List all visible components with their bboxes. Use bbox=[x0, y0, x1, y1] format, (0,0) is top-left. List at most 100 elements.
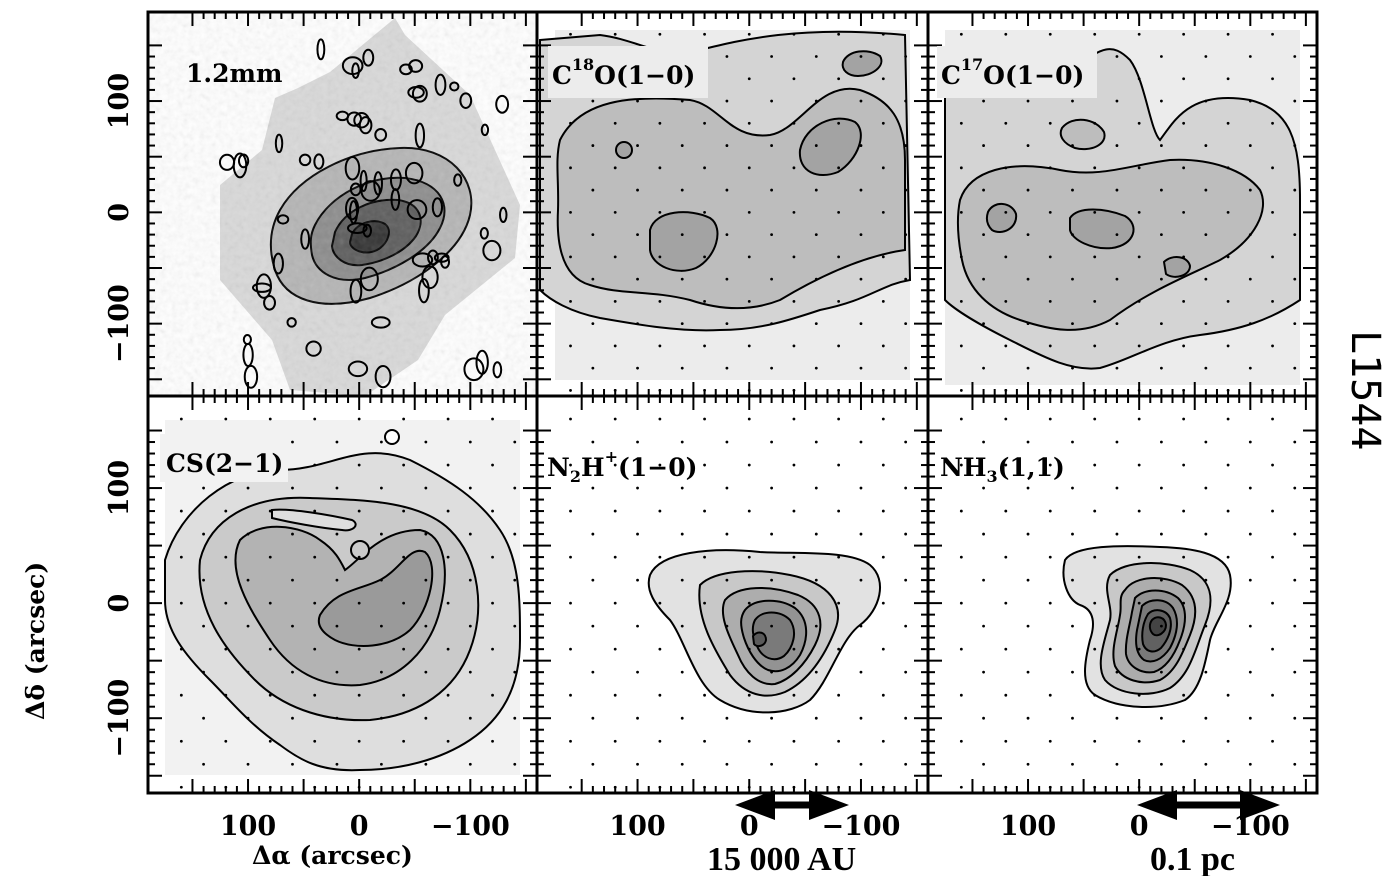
grid-dot bbox=[636, 578, 639, 582]
noise-contour bbox=[344, 155, 361, 181]
grid-dot bbox=[1293, 55, 1297, 58]
grid-dot bbox=[1004, 32, 1008, 36]
grid-dot bbox=[837, 77, 841, 81]
y-tick-label: 0 bbox=[104, 203, 135, 222]
grid-dot bbox=[591, 366, 595, 370]
grid-dot bbox=[1004, 509, 1008, 513]
grid-dot bbox=[1248, 670, 1252, 674]
grid-dot bbox=[613, 121, 617, 125]
grid-dot bbox=[1093, 32, 1097, 36]
grid-dot bbox=[268, 693, 272, 697]
noise-contour bbox=[300, 228, 311, 250]
grid-dot bbox=[1137, 555, 1141, 559]
grid-dot bbox=[792, 210, 796, 214]
grid-dot bbox=[1182, 210, 1186, 214]
grid-dot bbox=[1226, 210, 1230, 214]
y-tick-label: 100 bbox=[104, 73, 135, 129]
noise-contour bbox=[305, 340, 322, 357]
grid-dot bbox=[703, 166, 706, 170]
grid-dot bbox=[1248, 578, 1252, 582]
grid-dot bbox=[725, 277, 729, 281]
grid-dot bbox=[636, 762, 639, 766]
grid-dot bbox=[202, 486, 205, 490]
grid-dot bbox=[636, 716, 639, 720]
grid-dot bbox=[982, 762, 985, 766]
grid-dot bbox=[446, 647, 450, 651]
grid-dot bbox=[837, 166, 841, 170]
grid-dot bbox=[1160, 440, 1163, 444]
noise-contour bbox=[433, 252, 450, 263]
grid-dot bbox=[1137, 463, 1141, 467]
grid-dot bbox=[1160, 55, 1163, 58]
c17o-level-3b bbox=[985, 203, 1018, 233]
noise-contour bbox=[272, 252, 284, 275]
grid-dot bbox=[1093, 166, 1097, 170]
noise-contour bbox=[360, 180, 381, 202]
c18o-level-3a bbox=[649, 211, 719, 272]
grid-dot bbox=[904, 670, 908, 674]
grid-dot bbox=[1248, 55, 1252, 58]
grid-dot bbox=[1271, 32, 1274, 36]
grid-dot bbox=[1071, 762, 1074, 766]
grid-dot bbox=[814, 716, 818, 720]
grid-dot bbox=[1248, 716, 1252, 720]
grid-dot bbox=[313, 417, 317, 421]
y-tick-labels: 100 0 −100 100 0 −100 bbox=[104, 73, 135, 758]
grid-dot bbox=[1271, 647, 1274, 651]
grid-dot bbox=[680, 277, 684, 281]
grid-dot bbox=[179, 647, 183, 651]
svg-text:0.1 pc: 0.1 pc bbox=[1150, 841, 1235, 876]
grid-dot bbox=[1226, 255, 1230, 259]
grid-dot bbox=[569, 210, 572, 214]
grid-dot bbox=[591, 440, 595, 444]
noise-contour bbox=[362, 48, 375, 67]
grid-dot bbox=[814, 322, 818, 326]
x-tick-labels: 100 0 −100 100 0 −100 100 0 −100 bbox=[220, 811, 1290, 842]
noise-contour bbox=[370, 316, 391, 329]
grid-dot bbox=[1093, 647, 1097, 651]
grid-dot bbox=[814, 188, 818, 192]
grid-dot bbox=[1048, 32, 1052, 36]
grid-dot bbox=[335, 578, 339, 582]
grid-dot bbox=[747, 299, 751, 303]
noise-contour bbox=[351, 62, 360, 79]
grid-dot bbox=[1182, 555, 1186, 559]
noise-contour bbox=[349, 182, 362, 197]
grid-dot bbox=[814, 578, 818, 582]
noise-contour bbox=[347, 222, 368, 234]
axis-ticks bbox=[148, 12, 1317, 793]
grid-dot bbox=[1160, 486, 1163, 490]
grid-dot bbox=[380, 486, 383, 490]
grid-dot bbox=[179, 601, 183, 605]
grid-dot bbox=[837, 417, 841, 421]
grid-dot bbox=[1093, 463, 1097, 467]
grid-dot bbox=[1026, 716, 1030, 720]
grid-dot bbox=[837, 121, 841, 125]
grid-dot bbox=[1071, 233, 1074, 237]
grid-dot bbox=[725, 233, 729, 237]
grid-dot bbox=[1182, 739, 1186, 743]
grid-dot bbox=[357, 693, 361, 697]
grid-dot bbox=[770, 532, 773, 536]
grid-dot bbox=[703, 463, 706, 467]
noise-contour bbox=[298, 153, 312, 167]
noise-contour bbox=[274, 133, 284, 154]
grid-dot bbox=[881, 255, 885, 259]
grid-dot bbox=[680, 532, 684, 536]
grid-dot bbox=[179, 693, 183, 697]
grid-dot bbox=[1137, 210, 1141, 214]
grid-dot bbox=[591, 578, 595, 582]
grid-dot bbox=[1204, 670, 1208, 674]
grid-dot bbox=[1226, 601, 1230, 605]
grid-dot bbox=[636, 277, 639, 281]
grid-dot bbox=[770, 144, 773, 147]
grid-dot bbox=[859, 578, 863, 582]
grid-dot bbox=[424, 578, 428, 582]
grid-dot bbox=[1026, 670, 1030, 674]
grid-dot bbox=[1048, 166, 1052, 170]
grid-dot bbox=[1115, 762, 1119, 766]
grid-dot bbox=[1093, 601, 1097, 605]
grid-dot bbox=[770, 99, 773, 103]
grid-dot bbox=[959, 693, 963, 697]
